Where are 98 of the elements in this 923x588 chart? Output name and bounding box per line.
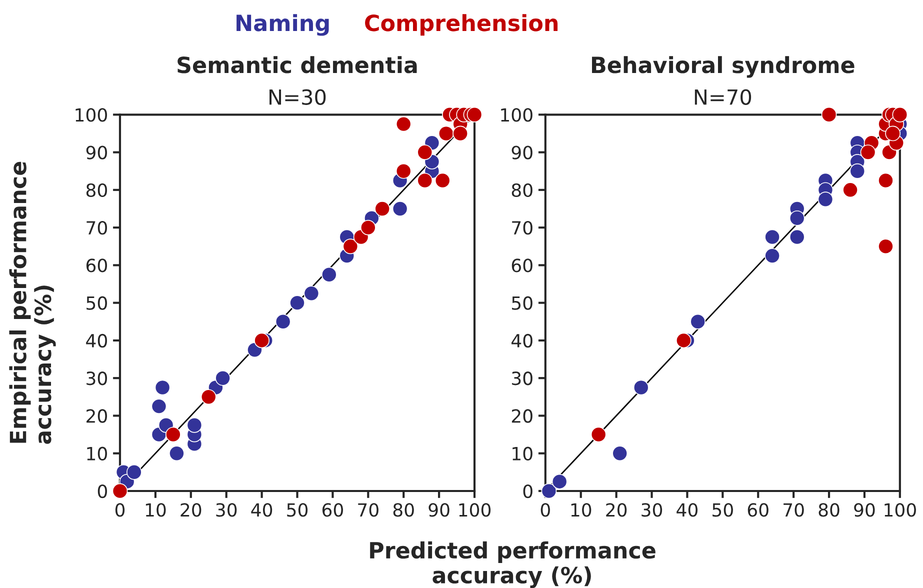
x-tick-label: 0	[115, 503, 125, 517]
chart-subtitle: N=70	[694, 89, 752, 105]
y-axis-title: Empirical performance accuracy (%)	[9, 162, 56, 444]
x-tick-label: 0	[540, 503, 550, 517]
x-tick-label: 60	[748, 503, 768, 517]
x-tick-label: 40	[676, 503, 698, 517]
point	[892, 106, 908, 122]
y-tick-label: 60	[86, 258, 107, 272]
point	[321, 266, 337, 282]
point	[417, 144, 433, 160]
y-tick-label: 10	[87, 446, 107, 460]
y-tick-label: 90	[86, 146, 107, 160]
point	[885, 126, 901, 142]
y-tick-label: 0	[98, 484, 107, 498]
point	[789, 210, 805, 226]
x-tick-label: 10	[146, 503, 166, 517]
point	[590, 426, 606, 442]
point	[878, 172, 894, 188]
point	[186, 417, 202, 433]
point	[112, 483, 128, 499]
point	[374, 201, 390, 216]
x-tick-label: 100	[459, 503, 491, 517]
point	[434, 172, 450, 188]
x-tick-label: 100	[884, 503, 916, 517]
y-tick-label: 100	[76, 108, 107, 122]
y-tick-label: 70	[512, 221, 532, 235]
y-tick-label: 70	[86, 221, 107, 235]
point	[633, 380, 649, 396]
y-tick-label: 40	[86, 334, 107, 348]
point	[342, 238, 358, 254]
x-tick-label: 20	[180, 503, 202, 517]
y-tick-label: 30	[86, 372, 107, 386]
point	[541, 483, 557, 499]
y-tick-label: 100	[501, 108, 532, 122]
y-tick-label: 20	[512, 409, 532, 423]
point	[392, 201, 408, 216]
y-tick-label: 60	[512, 258, 532, 272]
x-tick-label: 70	[358, 503, 378, 517]
y-tick-label: 20	[86, 409, 107, 423]
point	[200, 389, 216, 405]
x-tick-label: 80	[818, 503, 840, 517]
x-tick-label: 60	[322, 503, 343, 517]
point	[818, 192, 834, 208]
y-tick-label: 50	[512, 296, 532, 310]
point	[304, 286, 320, 302]
text: Comprehension	[365, 14, 558, 36]
point	[850, 163, 866, 179]
x-tick-label: 90	[854, 503, 875, 517]
point	[764, 229, 780, 245]
chart-title: Behavioral syndrome	[592, 56, 854, 78]
y-tick-label: 10	[512, 446, 532, 460]
y-tick-label: 80	[86, 183, 107, 198]
y-tick-label: 30	[512, 372, 532, 386]
point	[169, 446, 184, 462]
point	[165, 426, 181, 442]
point	[878, 238, 894, 254]
point	[676, 332, 692, 348]
point	[396, 163, 412, 179]
x-tick-label: 50	[712, 503, 733, 517]
chart-subtitle: N=30	[270, 89, 326, 105]
point	[151, 398, 167, 414]
point	[417, 172, 433, 188]
x-tick-label: 70	[784, 503, 804, 517]
point	[764, 248, 780, 264]
chart-title: Semantic dementia	[178, 56, 417, 74]
point	[360, 220, 376, 236]
point	[842, 182, 858, 198]
point	[821, 106, 837, 122]
point	[452, 126, 468, 142]
point	[466, 106, 482, 122]
point	[612, 446, 628, 462]
y-tick-label: 80	[512, 183, 532, 198]
point	[290, 295, 305, 311]
x-tick-label: 20	[606, 503, 627, 517]
point	[552, 474, 568, 490]
point	[438, 126, 454, 142]
point	[126, 464, 142, 480]
x-axis-title: Predicted performance accuracy (%)	[370, 541, 656, 588]
x-tick-label: 30	[216, 503, 237, 517]
x-tick-label: 50	[287, 503, 308, 517]
x-tick-label: 30	[642, 503, 662, 517]
point	[254, 332, 270, 348]
point	[215, 370, 231, 386]
y-tick-label: 40	[512, 334, 532, 348]
x-tick-label: 40	[251, 503, 272, 517]
y-tick-label: 90	[512, 146, 532, 160]
point	[154, 380, 170, 396]
point	[690, 314, 706, 330]
x-tick-label: 80	[393, 503, 414, 517]
point	[396, 116, 412, 132]
x-tick-label: 90	[428, 503, 450, 517]
point	[860, 144, 876, 160]
point	[789, 229, 805, 245]
y-tick-label: 0	[523, 484, 532, 498]
y-tick-label: 50	[86, 296, 107, 310]
x-tick-label: 10	[571, 503, 592, 517]
text: Naming	[236, 14, 329, 36]
point	[275, 314, 291, 330]
